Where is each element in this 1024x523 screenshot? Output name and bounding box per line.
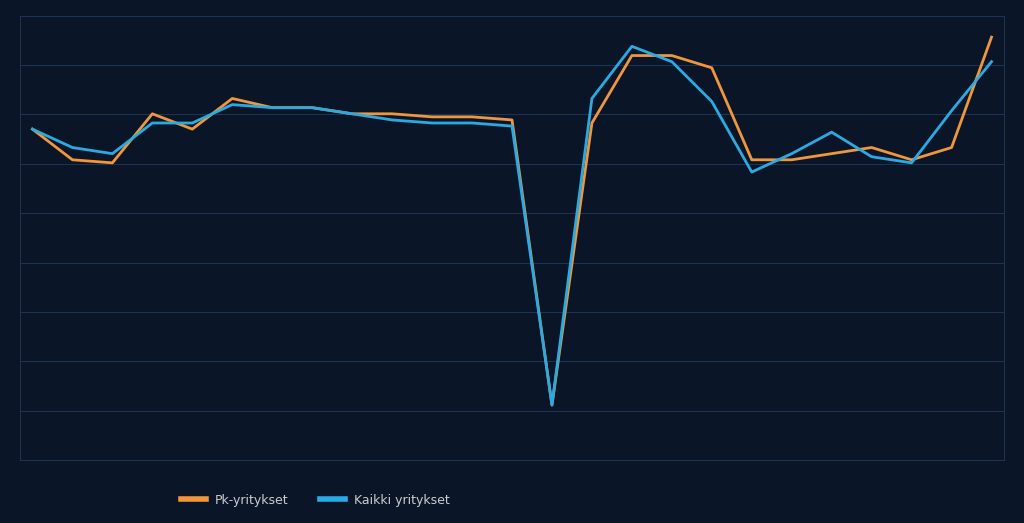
Legend: Pk-yritykset, Kaikki yritykset: Pk-yritykset, Kaikki yritykset: [176, 489, 455, 512]
